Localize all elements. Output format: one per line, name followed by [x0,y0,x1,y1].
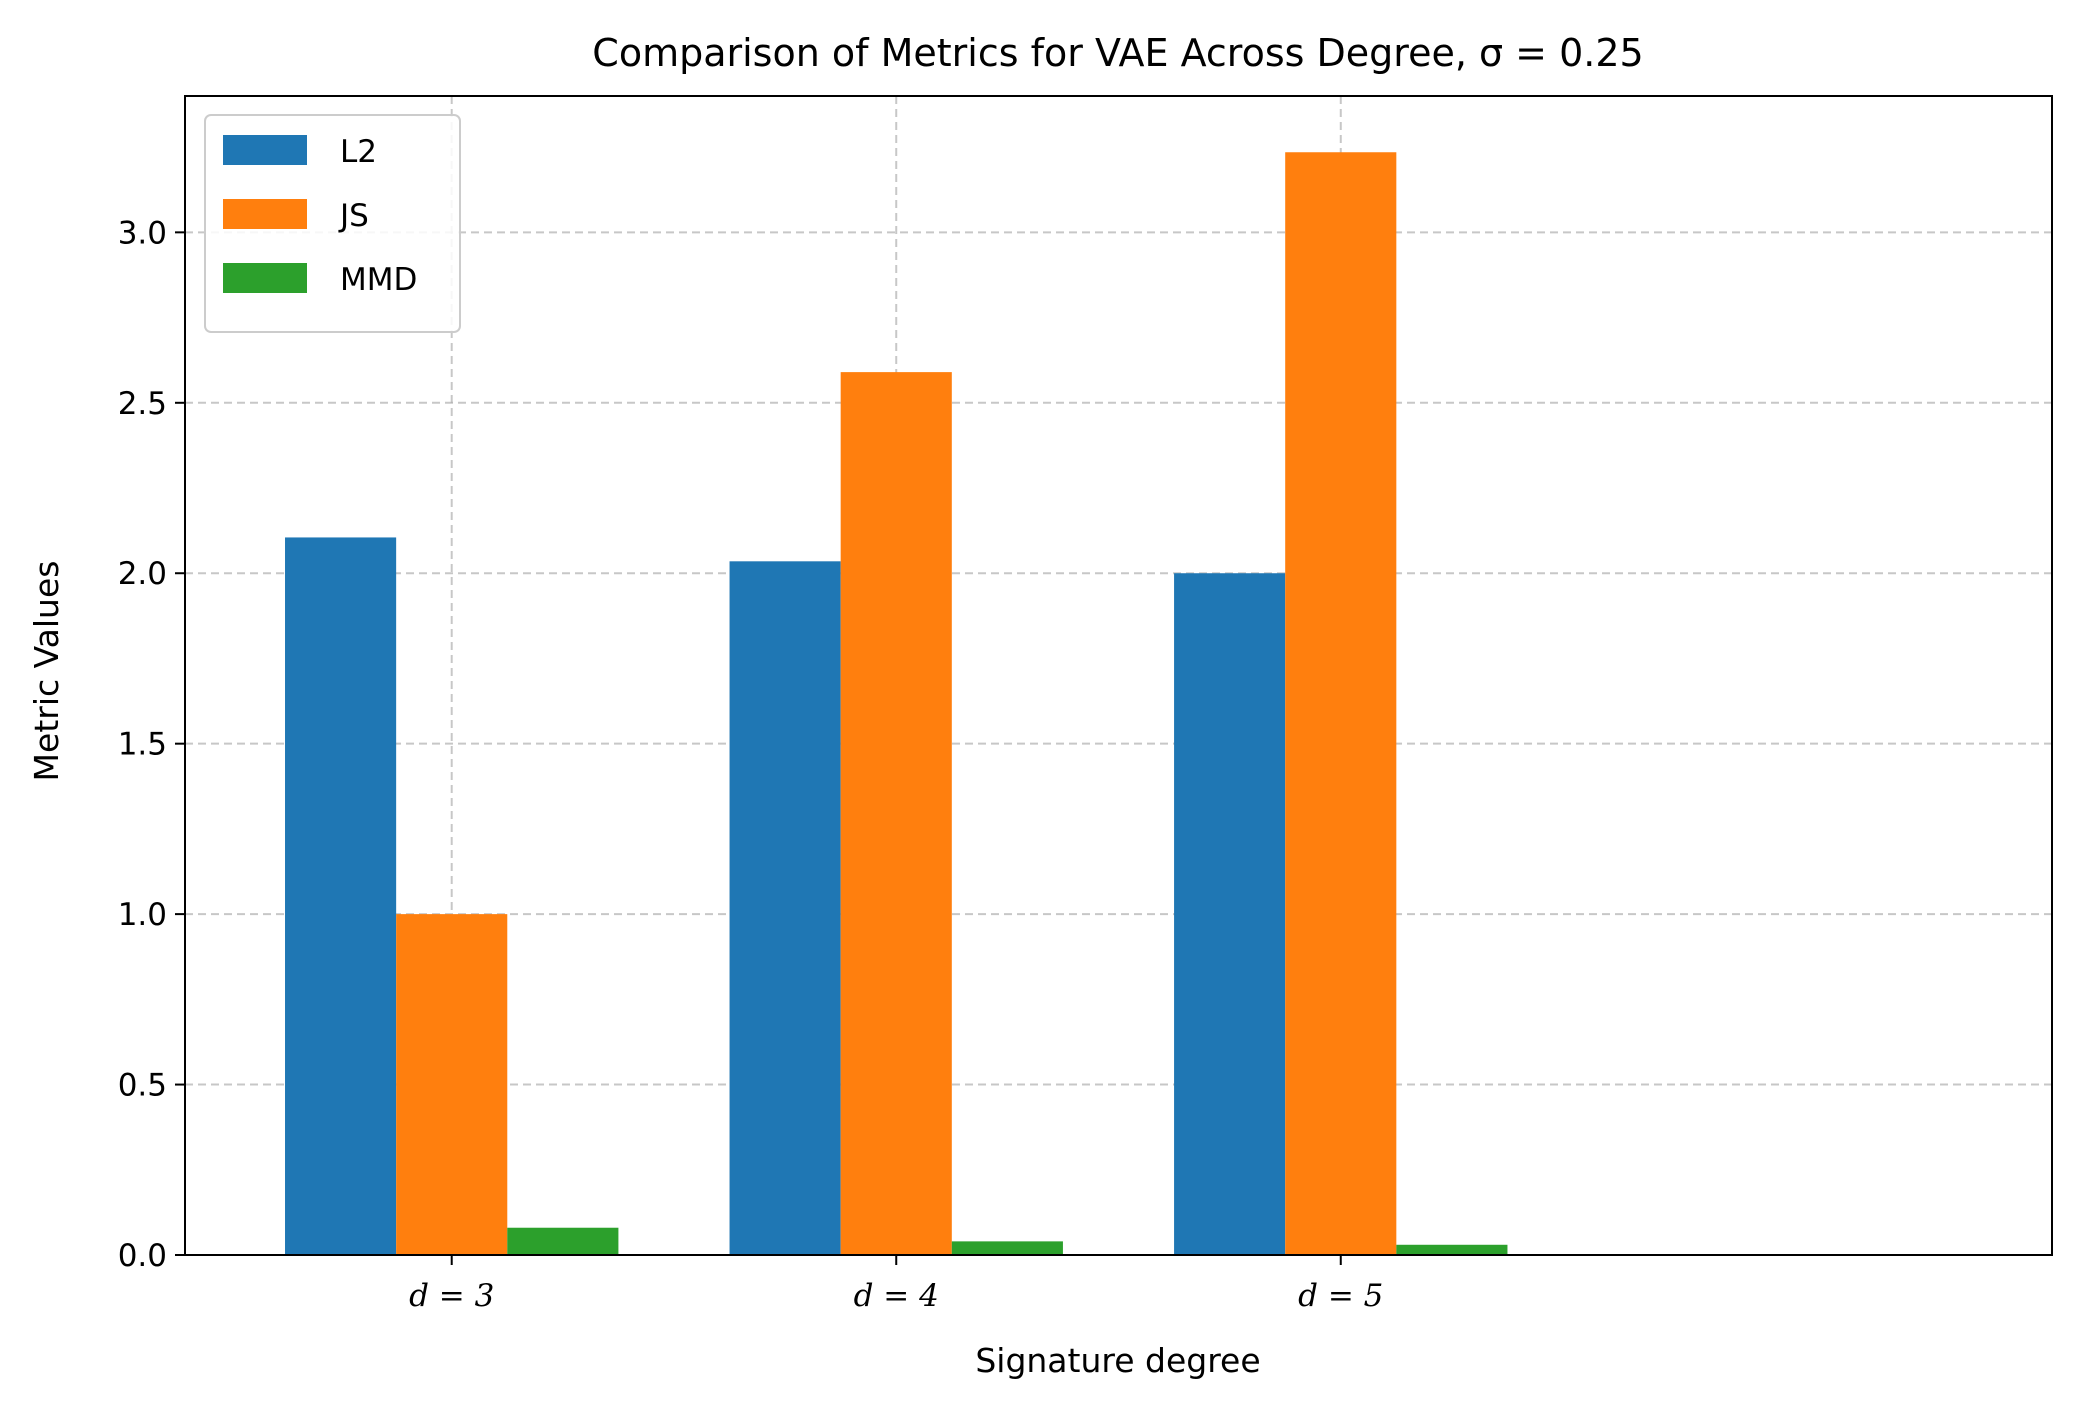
y-tick-label-6: 3.0 [118,215,167,251]
legend-label-js: JS [338,198,369,234]
legend-label-mmd: MMD [340,262,417,298]
plot-frame [184,95,2053,1256]
x-tick-label-0: d = 3 [409,1278,494,1314]
legend-swatch-mmd [223,263,307,293]
bar-js-2 [1285,152,1397,1255]
x-tick-label-1: d = 4 [854,1278,939,1314]
bar-l2-0 [285,537,397,1255]
y-tick-label-2: 1.0 [118,897,167,933]
bars [285,152,1508,1255]
bar-js-1 [840,372,952,1255]
bar-mmd-2 [1396,1244,1508,1255]
x-tick-label-2: d = 5 [1298,1278,1383,1314]
bar-mmd-0 [507,1227,619,1255]
legend-swatch-l2 [223,135,307,165]
bar-l2-1 [729,561,841,1255]
bar-mmd-1 [951,1241,1063,1255]
y-tick-label-3: 1.5 [118,727,167,763]
x-axis-ticks: d = 3 d = 4 d = 5 [409,1255,1383,1314]
y-tick-label-1: 0.5 [118,1068,167,1104]
y-tick-label-0: 0.0 [118,1238,167,1274]
y-tick-label-5: 2.5 [118,386,167,422]
legend-label-l2: L2 [340,134,377,170]
y-tick-label-4: 2.0 [118,556,167,592]
chart-title: Comparison of Metrics for VAE Across Deg… [592,31,1643,75]
bar-l2-2 [1174,573,1286,1255]
bar-js-0 [396,914,508,1255]
y-axis-label: Metric Values [27,561,66,782]
legend-swatch-js [223,199,307,229]
y-axis-ticks: 0.0 0.5 1.0 1.5 2.0 2.5 3.0 [118,215,185,1274]
x-axis-label: Signature degree [975,1341,1260,1380]
legend: L2 JS MMD [204,114,461,333]
